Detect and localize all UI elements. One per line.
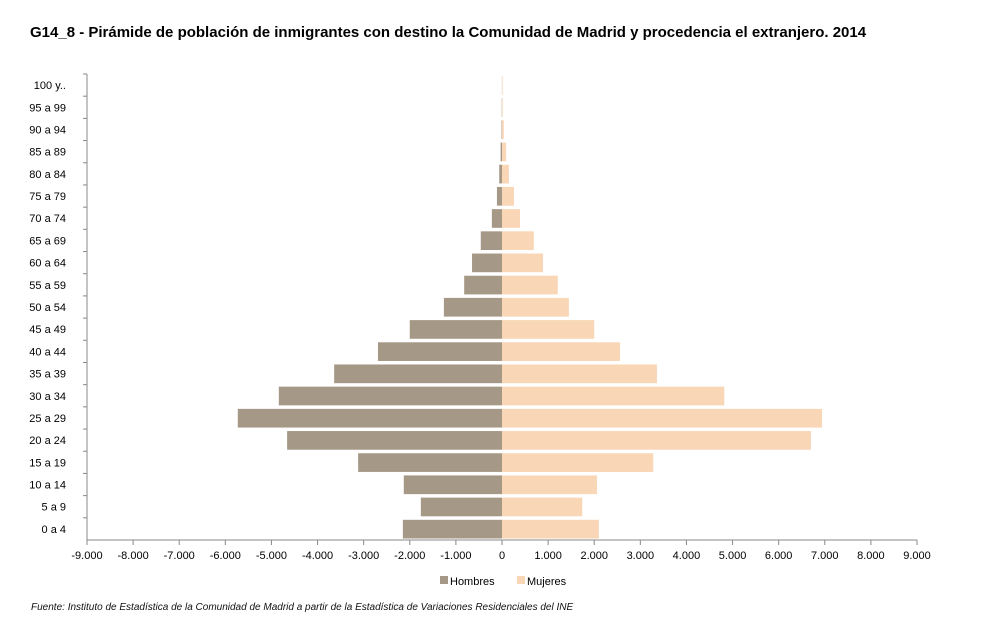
bar-mujeres <box>502 76 503 95</box>
bar-mujeres <box>502 497 583 517</box>
y-tick-label: 15 a 19 <box>29 457 66 469</box>
bar-mujeres <box>502 453 654 472</box>
bar-mujeres <box>502 519 599 539</box>
y-tick-label: 55 a 59 <box>29 280 66 292</box>
bar-hombres <box>480 231 502 251</box>
x-tick-label: 0 <box>499 550 505 562</box>
bar-hombres <box>287 431 502 450</box>
bar-hombres <box>403 475 502 495</box>
y-tick-label: 5 a 9 <box>42 502 66 514</box>
y-tick-label: 40 a 44 <box>29 346 66 358</box>
bar-mujeres <box>502 253 544 273</box>
y-tick-label: 30 a 34 <box>29 391 66 403</box>
x-tick-label: -6.000 <box>210 550 241 562</box>
y-tick-label: 75 a 79 <box>29 191 66 203</box>
y-tick-label: 35 a 39 <box>29 369 66 381</box>
y-tick-label: 10 a 14 <box>29 480 66 492</box>
bar-mujeres <box>502 431 811 450</box>
x-tick-label: 5.000 <box>719 550 747 562</box>
x-tick-label: 7.000 <box>811 550 839 562</box>
y-tick-label: 0 a 4 <box>42 524 66 536</box>
x-tick-label: 3.000 <box>627 550 655 562</box>
bar-mujeres <box>502 98 503 117</box>
bar-mujeres <box>502 142 507 162</box>
y-tick-label: 95 a 99 <box>29 102 66 114</box>
bar-mujeres <box>502 275 558 295</box>
y-tick-label: 90 a 94 <box>29 124 66 136</box>
bar-hombres <box>334 364 502 384</box>
x-tick-label: -3.000 <box>348 550 379 562</box>
y-tick-label: 85 a 89 <box>29 147 66 159</box>
bar-hombres <box>377 342 502 361</box>
y-tick-label: 50 a 54 <box>29 302 66 314</box>
y-tick-label: 20 a 24 <box>29 435 66 447</box>
bar-mujeres <box>502 164 509 184</box>
bar-hombres <box>402 519 502 539</box>
bar-mujeres <box>502 475 597 495</box>
y-tick-label: 70 a 74 <box>29 213 66 225</box>
bar-mujeres <box>502 209 520 228</box>
bar-mujeres <box>502 408 823 428</box>
chart-title: G14_8 - Pirámide de población de inmigra… <box>30 24 867 41</box>
x-tick-label: -9.000 <box>71 550 102 562</box>
x-tick-label: -2.000 <box>394 550 425 562</box>
y-tick-label: 60 a 64 <box>29 258 66 270</box>
legend-swatch-hombres <box>440 576 448 584</box>
x-tick-label: 1.000 <box>534 550 562 562</box>
bar-mujeres <box>502 364 657 384</box>
bar-hombres <box>491 209 502 228</box>
y-tick-label: 100 y.. <box>34 80 66 92</box>
y-tick-label: 25 a 29 <box>29 413 66 425</box>
legend-label-hombres: Hombres <box>450 576 495 588</box>
bar-hombres <box>499 164 502 184</box>
bar-mujeres <box>502 186 514 206</box>
x-tick-label: -1.000 <box>440 550 471 562</box>
y-tick-label: 45 a 49 <box>29 324 66 336</box>
bar-hombres <box>500 142 502 162</box>
bar-hombres <box>464 275 502 295</box>
x-tick-label: -7.000 <box>164 550 195 562</box>
bar-hombres <box>443 297 502 317</box>
x-tick-label: 9.000 <box>903 550 931 562</box>
x-tick-label: 6.000 <box>765 550 793 562</box>
bar-mujeres <box>502 297 569 317</box>
x-tick-label: 8.000 <box>857 550 885 562</box>
y-tick-label: 65 a 69 <box>29 235 66 247</box>
bar-hombres <box>501 120 503 140</box>
bar-mujeres <box>502 386 725 406</box>
legend-swatch-mujeres <box>517 576 525 584</box>
legend-label-mujeres: Mujeres <box>527 576 567 588</box>
bar-hombres <box>472 253 502 273</box>
x-tick-label: -5.000 <box>256 550 287 562</box>
x-tick-label: 2.000 <box>580 550 608 562</box>
source-note: Fuente: Instituto de Estadística de la C… <box>31 602 574 613</box>
x-tick-label: -4.000 <box>302 550 333 562</box>
bar-mujeres <box>502 120 504 140</box>
bar-hombres <box>358 453 502 472</box>
bar-mujeres <box>502 342 621 361</box>
bar-hombres <box>237 408 503 428</box>
x-tick-label: -8.000 <box>118 550 149 562</box>
bar-hombres <box>496 186 502 206</box>
y-tick-label: 80 a 84 <box>29 169 66 181</box>
bar-hombres <box>420 497 502 517</box>
bar-hombres <box>278 386 502 406</box>
bar-hombres <box>409 320 502 339</box>
bar-mujeres <box>502 231 534 251</box>
bar-mujeres <box>502 320 595 339</box>
x-tick-label: 4.000 <box>673 550 701 562</box>
